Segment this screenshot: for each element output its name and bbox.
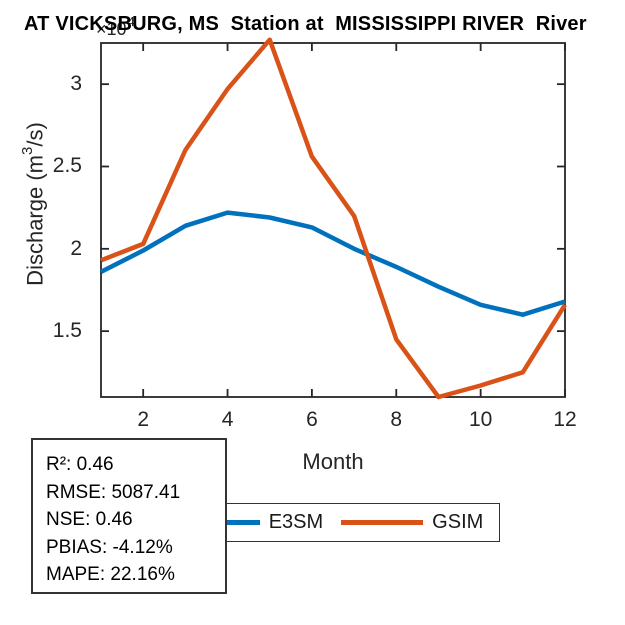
- y-tick-label: 3: [70, 72, 82, 96]
- legend-item-gsim: GSIM: [341, 511, 483, 534]
- x-tick-label: 2: [137, 408, 150, 431]
- stat-line: PBIAS: -4.12%: [46, 536, 173, 558]
- y-axis-label-text: Discharge (m: [22, 155, 48, 286]
- x-tick-label: 10: [468, 408, 493, 431]
- stat-line: NSE: 0.46: [46, 509, 133, 530]
- y-axis-label-superscript: 3: [19, 146, 36, 155]
- legend-label: GSIM: [432, 511, 484, 533]
- x-tick-label: 12: [553, 408, 577, 431]
- y-tick-label: 2.5: [52, 154, 82, 178]
- x-axis-label: Month: [302, 449, 364, 474]
- series-line-e3sm: [99, 210, 566, 317]
- figure-title: AT VICKSBURG, MS Station at MISSISSIPPI …: [24, 13, 587, 35]
- legend-line-sample: [341, 520, 424, 525]
- y-axis-exponent-base: ×10: [96, 19, 127, 39]
- axes-box: [100, 42, 566, 398]
- y-axis-exponent: ×104: [96, 14, 135, 40]
- x-tick-label: 4: [221, 408, 234, 431]
- stat-line: RMSE: 5087.41: [46, 481, 181, 503]
- y-axis-label: Discharge (m3/s): [14, 22, 48, 386]
- y-tick-label: 2: [70, 236, 82, 260]
- y-axis-label-suffix: /s): [22, 122, 48, 147]
- series-line-gsim: [100, 37, 567, 400]
- x-tick-label: 6: [306, 408, 318, 431]
- stats-box: R²: 0.46 RMSE: 5087.41 NSE: 0.46 PBIAS: -4.…: [31, 438, 227, 594]
- y-axis-exponent-power: 4: [127, 14, 135, 29]
- legend-label: E3SM: [268, 511, 324, 533]
- stat-line: MAPE: 22.16%: [46, 564, 175, 585]
- stat-line: R²: 0.46: [46, 454, 114, 475]
- y-tick-label: 1.5: [52, 319, 82, 343]
- x-tick-label: 8: [390, 408, 403, 431]
